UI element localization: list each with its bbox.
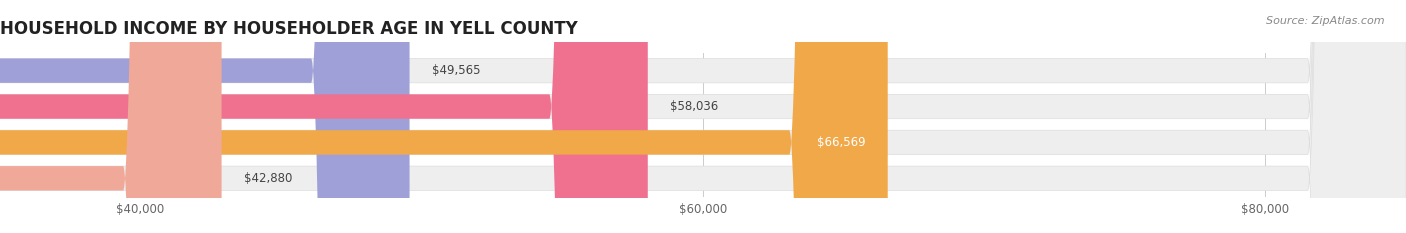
Text: HOUSEHOLD INCOME BY HOUSEHOLDER AGE IN YELL COUNTY: HOUSEHOLD INCOME BY HOUSEHOLDER AGE IN Y… (0, 20, 578, 38)
Text: $58,036: $58,036 (671, 100, 718, 113)
FancyBboxPatch shape (0, 0, 648, 233)
Text: $42,880: $42,880 (245, 172, 292, 185)
FancyBboxPatch shape (0, 0, 887, 233)
FancyBboxPatch shape (0, 0, 222, 233)
Text: Source: ZipAtlas.com: Source: ZipAtlas.com (1267, 16, 1385, 26)
Text: $66,569: $66,569 (817, 136, 865, 149)
Text: $49,565: $49,565 (432, 64, 481, 77)
FancyBboxPatch shape (0, 0, 409, 233)
